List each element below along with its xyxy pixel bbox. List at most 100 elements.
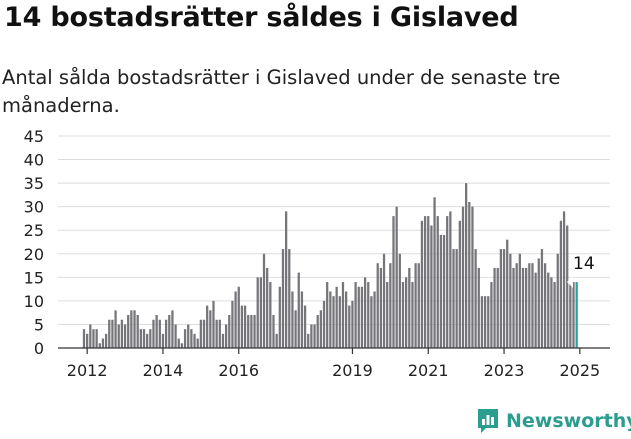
y-tick-label: 35 bbox=[24, 174, 44, 193]
bar bbox=[496, 267, 499, 348]
y-tick-label: 0 bbox=[34, 339, 44, 358]
bar bbox=[228, 315, 231, 348]
newsworthy-logo: Newsworthy bbox=[476, 408, 631, 434]
bar bbox=[224, 324, 228, 348]
bar bbox=[275, 333, 278, 348]
bar bbox=[193, 333, 196, 348]
bars bbox=[82, 183, 578, 348]
bar bbox=[86, 333, 89, 348]
bar bbox=[379, 267, 383, 348]
bar bbox=[123, 324, 127, 348]
bar bbox=[556, 253, 559, 348]
bar bbox=[199, 319, 202, 348]
bar bbox=[206, 305, 209, 348]
y-axis-tick-labels: 0 5 10 15 20 25 30 35 40 45 bbox=[24, 127, 44, 358]
bar bbox=[250, 315, 253, 348]
bar bbox=[202, 319, 206, 348]
bar bbox=[553, 282, 556, 348]
bar bbox=[256, 277, 259, 348]
bar bbox=[111, 319, 114, 348]
bar bbox=[382, 253, 386, 348]
bar bbox=[139, 329, 142, 348]
bar bbox=[130, 310, 133, 348]
bar bbox=[183, 329, 187, 348]
bar bbox=[471, 206, 474, 348]
bar bbox=[142, 329, 146, 348]
bar bbox=[288, 249, 291, 348]
bar bbox=[335, 286, 338, 348]
bar bbox=[376, 263, 379, 348]
bar bbox=[357, 286, 360, 348]
bar bbox=[117, 324, 120, 348]
bar bbox=[521, 267, 525, 348]
bar bbox=[326, 282, 329, 348]
bar bbox=[455, 249, 458, 348]
bar bbox=[540, 249, 544, 348]
bar bbox=[405, 277, 408, 348]
bar bbox=[534, 272, 537, 348]
bar bbox=[537, 258, 540, 348]
bar bbox=[237, 286, 240, 348]
bar bbox=[120, 319, 124, 348]
bar bbox=[547, 272, 550, 348]
bar bbox=[512, 267, 515, 348]
bar bbox=[332, 296, 335, 348]
y-tick-label: 15 bbox=[24, 268, 44, 287]
bar bbox=[446, 216, 449, 348]
bar bbox=[240, 305, 244, 348]
bar bbox=[468, 201, 471, 348]
chart-title: 14 bostadsrätter såldes i Gislaved bbox=[4, 2, 519, 33]
bar bbox=[499, 249, 503, 348]
bar bbox=[136, 315, 139, 348]
bar bbox=[344, 291, 348, 348]
bar bbox=[164, 319, 168, 348]
bar bbox=[531, 263, 534, 348]
bar bbox=[262, 253, 266, 348]
bar bbox=[297, 272, 300, 348]
bar bbox=[430, 225, 433, 348]
bar bbox=[474, 249, 477, 348]
bar bbox=[313, 324, 316, 348]
bar bbox=[158, 319, 161, 348]
bar bbox=[221, 333, 225, 348]
bar bbox=[562, 211, 566, 348]
bar bbox=[303, 305, 307, 348]
bar bbox=[515, 263, 518, 348]
bar bbox=[187, 324, 190, 348]
bar bbox=[174, 324, 177, 348]
bar bbox=[319, 310, 323, 348]
x-tick-label: 2016 bbox=[218, 361, 259, 380]
bar bbox=[316, 315, 319, 348]
bar bbox=[215, 319, 218, 348]
bar bbox=[294, 310, 297, 348]
bar bbox=[351, 300, 354, 348]
bar bbox=[149, 329, 152, 348]
bar bbox=[281, 249, 285, 348]
bar bbox=[95, 329, 98, 348]
bar bbox=[420, 220, 424, 348]
bar bbox=[367, 282, 370, 348]
bar bbox=[490, 282, 493, 348]
annotation-label: 14 bbox=[573, 254, 595, 274]
brand-name: Newsworthy bbox=[506, 410, 631, 432]
bar bbox=[433, 197, 436, 348]
bar bbox=[480, 296, 484, 348]
bar bbox=[427, 216, 430, 348]
bar bbox=[341, 282, 345, 348]
bar bbox=[155, 315, 158, 348]
bar bbox=[259, 277, 262, 348]
x-axis: 2012 2014 2016 2019 2021 2023 2025 bbox=[58, 347, 610, 380]
bar bbox=[436, 216, 439, 348]
bar bbox=[477, 267, 480, 348]
bar bbox=[370, 296, 373, 348]
chart-subtitle: Antal sålda bostadsrätter i Gislaved und… bbox=[2, 66, 561, 117]
bar bbox=[168, 315, 171, 348]
bar bbox=[398, 253, 401, 348]
bar bbox=[231, 300, 234, 348]
bar bbox=[190, 329, 193, 348]
bar bbox=[272, 315, 275, 348]
bar bbox=[417, 263, 420, 348]
bar bbox=[243, 305, 247, 348]
x-tick-label: 2012 bbox=[67, 361, 108, 380]
